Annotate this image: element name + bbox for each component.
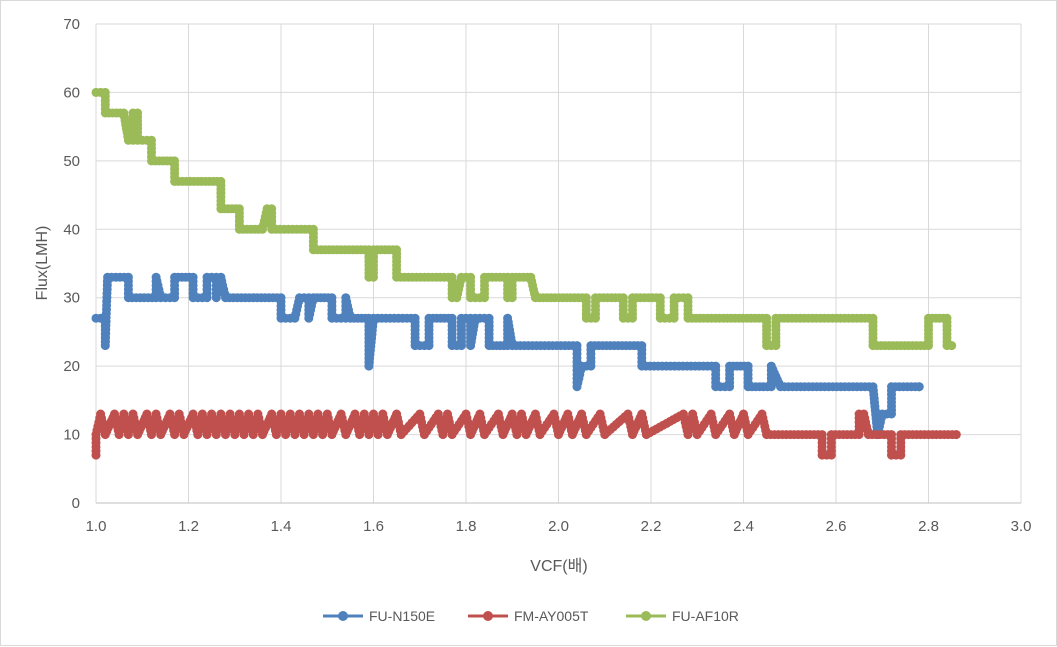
y-tick-label: 70	[63, 16, 80, 33]
x-tick-label: 1.2	[178, 518, 199, 535]
legend-marker	[641, 611, 651, 621]
x-tick-label: 2.0	[548, 518, 569, 535]
x-tick-label: 2.4	[733, 518, 754, 535]
x-tick-label: 1.8	[456, 518, 477, 535]
legend-marker	[338, 611, 348, 621]
series-layer	[91, 87, 961, 460]
data-point	[947, 341, 957, 351]
axes: 0 10 20 30 40 50 60 70 1.0 1.2 1.4 1.6 1.8 2.0 2.2 2.4 2…	[63, 16, 1031, 535]
x-tick-label: 1.6	[363, 518, 384, 535]
x-tick-label: 2.8	[918, 518, 939, 535]
y-axis-title: Flux(LMH)	[34, 226, 51, 301]
y-tick-label: 0	[72, 495, 80, 512]
y-tick-label: 10	[63, 427, 80, 444]
legend-label: FM-AY005T	[514, 608, 589, 624]
legend-item-fm-ay005t: FM-AY005T	[468, 608, 589, 624]
data-point	[951, 430, 961, 440]
x-tick-label: 2.6	[826, 518, 847, 535]
y-tick-label: 30	[63, 290, 80, 307]
x-tick-label: 1.4	[271, 518, 292, 535]
legend: FU-N150E FM-AY005T FU-AF10R	[323, 608, 739, 624]
x-tick-label: 1.0	[86, 518, 107, 535]
y-tick-label: 60	[63, 84, 80, 101]
series-fu-af10r	[91, 87, 957, 351]
x-axis-title: VCF(배)	[530, 557, 587, 575]
legend-label: FU-N150E	[369, 608, 435, 624]
x-tick-label: 2.2	[641, 518, 662, 535]
legend-item-fu-n150e: FU-N150E	[323, 608, 435, 624]
y-tick-label: 20	[63, 358, 80, 375]
data-point	[914, 382, 924, 392]
legend-label: FU-AF10R	[672, 608, 739, 624]
series-line-fu-af10r	[96, 90, 952, 348]
legend-item-fu-af10r: FU-AF10R	[626, 608, 739, 624]
x-tick-label: 3.0	[1011, 518, 1032, 535]
series-fu-n150e	[91, 272, 924, 440]
legend-marker	[483, 611, 493, 621]
y-tick-label: 50	[63, 153, 80, 170]
y-tick-label: 40	[63, 221, 80, 238]
series-fm-ay005t	[91, 409, 961, 460]
